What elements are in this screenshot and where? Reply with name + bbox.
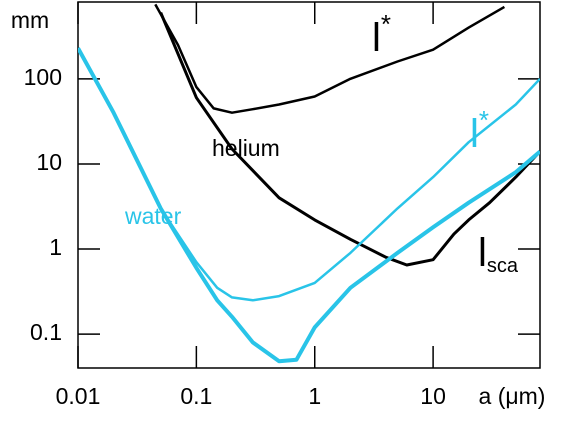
x-tick-label: 0.01	[56, 383, 101, 409]
annotation-text: helium	[212, 135, 280, 161]
y-tick-label: 10	[36, 149, 62, 175]
y-axis-label: mm	[11, 7, 49, 33]
annotation-text: l	[470, 112, 479, 156]
curve	[159, 12, 540, 267]
annotation: helium	[212, 135, 280, 161]
x-tick-label: 0.1	[180, 383, 212, 409]
plot-frame	[77, 1, 541, 369]
y-tick-label: 0.1	[30, 319, 62, 345]
annotation: l*	[372, 9, 391, 60]
annotation: l*	[470, 105, 489, 156]
annotation-subscript: sca	[487, 255, 519, 277]
curve	[78, 47, 540, 364]
x-tick-label: 1	[308, 383, 321, 409]
curve	[78, 47, 540, 302]
annotation-text: l	[478, 231, 487, 275]
annotation-text: water	[124, 203, 182, 229]
curve	[154, 3, 506, 114]
annotation-text: l	[372, 16, 381, 60]
annotation-superscript: *	[381, 9, 391, 39]
x-axis-label: a (μm)	[479, 383, 546, 409]
y-tick-label: 100	[24, 64, 62, 90]
annotation: water	[124, 203, 182, 229]
annotation-superscript: *	[479, 105, 489, 135]
annotation: lsca	[478, 231, 519, 278]
x-tick-label: 10	[420, 383, 446, 409]
y-tick-label: 1	[49, 234, 62, 260]
